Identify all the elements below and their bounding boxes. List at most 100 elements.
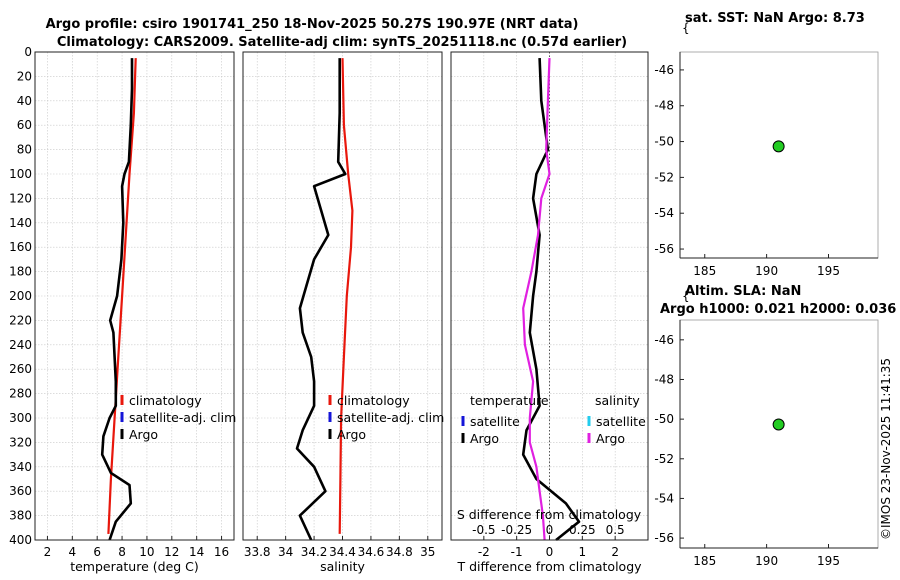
map-title: sat. SST: NaN Argo: 8.73 bbox=[685, 11, 865, 26]
x-tick-label: 195 bbox=[817, 554, 840, 568]
y-tick-label: -46 bbox=[654, 63, 674, 77]
argo-location-point bbox=[772, 418, 785, 431]
x-tick-label: 34 bbox=[278, 545, 293, 559]
y-tick-label: -50 bbox=[654, 135, 674, 149]
y-tick-label: 120 bbox=[9, 191, 32, 205]
series-t-diff-argo bbox=[521, 58, 581, 542]
x-tick-label: 12 bbox=[164, 545, 179, 559]
y-tick-label: 340 bbox=[9, 460, 32, 474]
x-tick-label: 10 bbox=[139, 545, 154, 559]
map-panels: {-46 -48 -50 -52 -54 -56 185 190 195 sat. SST: Na… bbox=[654, 11, 896, 568]
x-tick-label: 35 bbox=[420, 545, 435, 559]
y-tick-label: 180 bbox=[9, 265, 32, 279]
title-line-1: Argo profile: csiro 1901741_250 18-Nov-2… bbox=[46, 17, 579, 32]
y-tick-label: 200 bbox=[9, 289, 32, 303]
x-tick-label: 34.8 bbox=[386, 545, 413, 559]
legend-label: climatology bbox=[129, 393, 202, 408]
y-tick-label: 320 bbox=[9, 435, 32, 449]
legend-label: satellite-adj. clim bbox=[129, 410, 236, 425]
series-climatology bbox=[338, 58, 354, 534]
y-tick-label: 100 bbox=[9, 167, 32, 181]
x-tick-label: 33.8 bbox=[244, 545, 271, 559]
difference-profile: -2 -1 0 1 2T difference from climatology temp… bbox=[450, 51, 649, 574]
map-title: Altim. SLA: NaN bbox=[685, 284, 801, 299]
x-tick-labels: 2 4 6 8 10 12 14 16 bbox=[44, 536, 229, 559]
legend-header-salinity: salinity bbox=[595, 393, 640, 408]
x-tick-label: 2 bbox=[44, 545, 52, 559]
figure-titles: Argo profile: csiro 1901741_250 18-Nov-2… bbox=[46, 17, 628, 50]
y-tick-label: 380 bbox=[9, 509, 32, 523]
y-tick-label: -54 bbox=[654, 206, 674, 220]
legend-label: satellite bbox=[596, 414, 646, 429]
x2-tick-label: 0.5 bbox=[606, 523, 625, 537]
y-tick-label: 400 bbox=[9, 533, 32, 547]
y-tick-label: 60 bbox=[17, 118, 32, 132]
x2-tick-label: 0.25 bbox=[569, 523, 596, 537]
x-axis-label: salinity bbox=[320, 559, 365, 574]
y-tick-label: -50 bbox=[654, 412, 674, 426]
y-tick-label: -48 bbox=[654, 372, 674, 386]
grid bbox=[451, 51, 648, 541]
series-argo bbox=[295, 58, 347, 541]
series-climatology bbox=[107, 58, 137, 534]
map-corner-mark: { bbox=[682, 289, 690, 303]
grid bbox=[35, 51, 234, 541]
x-tick-label: 0 bbox=[546, 545, 554, 559]
legend-header-temperature: temperature bbox=[470, 393, 549, 408]
y-tick-label: 80 bbox=[17, 143, 32, 157]
watermark: ©IMOS 23-Nov-2025 11:41:35 bbox=[879, 358, 893, 540]
y-tick-label: 0 bbox=[24, 45, 32, 59]
x2-tick-label: -0.5 bbox=[472, 523, 495, 537]
legend-label: Argo bbox=[596, 431, 625, 446]
y-tick-label: -46 bbox=[654, 333, 674, 347]
x-tick-label: 14 bbox=[189, 545, 204, 559]
x2-tick-label: -0.25 bbox=[501, 523, 532, 537]
series-s-diff-argo bbox=[522, 58, 551, 541]
x-tick-label: 34.6 bbox=[358, 545, 385, 559]
y-tick-label: -54 bbox=[654, 491, 674, 505]
x-tick-label: 34.4 bbox=[329, 545, 356, 559]
legend-label: Argo bbox=[129, 427, 158, 442]
y-tick-label: 240 bbox=[9, 338, 32, 352]
x2-tick-labels: -0.5 -0.25 0 0.25 0.5 bbox=[472, 523, 625, 537]
x-axis-label: T difference from climatology bbox=[456, 559, 642, 574]
map-subtitle: Argo h1000: 0.021 h2000: 0.036 bbox=[660, 302, 896, 317]
x-axis-label: temperature (deg C) bbox=[70, 559, 199, 574]
argo-location-point bbox=[772, 140, 785, 153]
x-tick-label: 185 bbox=[693, 264, 716, 278]
x2-tick-label: 0 bbox=[546, 523, 554, 537]
x-tick-label: 34.2 bbox=[301, 545, 328, 559]
legend-label: climatology bbox=[337, 393, 410, 408]
map-box bbox=[679, 319, 879, 549]
y-tick-label: 280 bbox=[9, 387, 32, 401]
x-tick-label: -2 bbox=[478, 545, 490, 559]
y-tick-label: 160 bbox=[9, 240, 32, 254]
x-tick-label: 195 bbox=[817, 264, 840, 278]
series-argo bbox=[100, 58, 134, 541]
legend-label: satellite bbox=[470, 414, 520, 429]
map-box bbox=[679, 51, 879, 259]
y-tick-label: -52 bbox=[654, 452, 674, 466]
x-tick-label: 16 bbox=[214, 545, 229, 559]
x-tick-labels: -2 -1 0 1 2 bbox=[478, 536, 619, 559]
x-tick-label: 6 bbox=[93, 545, 101, 559]
axes-box bbox=[34, 51, 235, 541]
y-tick-label: -56 bbox=[654, 242, 674, 256]
legend-label: Argo bbox=[337, 427, 366, 442]
legend-label: Argo bbox=[470, 431, 499, 446]
x2-axis-label: S difference from climatology bbox=[457, 507, 642, 522]
x-tick-label: 8 bbox=[118, 545, 126, 559]
y-tick-label: 360 bbox=[9, 484, 32, 498]
legend-label: satellite-adj. clim bbox=[337, 410, 444, 425]
y-tick-label: -52 bbox=[654, 170, 674, 184]
x-tick-label: 4 bbox=[68, 545, 76, 559]
x-tick-label: -1 bbox=[511, 545, 523, 559]
y-tick-label: 40 bbox=[17, 94, 32, 108]
x-tick-label: 2 bbox=[611, 545, 619, 559]
y-tick-label: 260 bbox=[9, 362, 32, 376]
x-tick-label: 185 bbox=[693, 554, 716, 568]
y-tick-label: 220 bbox=[9, 313, 32, 327]
x-tick-labels: 33.8 34 34.2 34.4 34.6 34.8 35 bbox=[244, 536, 435, 559]
